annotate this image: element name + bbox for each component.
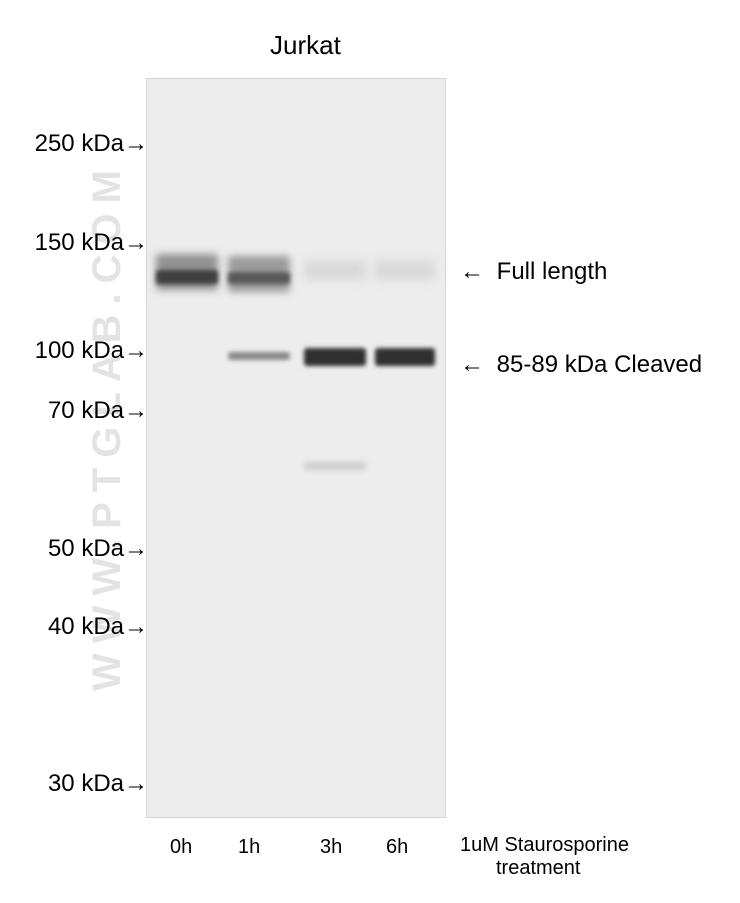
mw-marker-1: 150 kDa→ [35, 229, 148, 257]
mw-marker-3: 70 kDa→ [48, 397, 148, 425]
band-9 [304, 462, 366, 470]
lane-label-2: 3h [320, 836, 342, 859]
band-4 [228, 352, 290, 360]
mw-marker-5: 40 kDa→ [48, 613, 148, 641]
band-3 [228, 272, 290, 284]
sample-title: Jurkat [270, 30, 341, 61]
mw-marker-6: 30 kDa→ [48, 770, 148, 798]
treatment-label: 1uM Staurosporine treatment [460, 834, 629, 880]
band-6 [375, 348, 435, 366]
blot-membrane [146, 78, 446, 818]
mw-marker-0: 250 kDa→ [35, 130, 148, 158]
mw-marker-4: 50 kDa→ [48, 535, 148, 563]
annotation-text-0: Full length [490, 258, 607, 285]
annotation-text-1: 85-89 kDa Cleaved [490, 351, 702, 378]
band-1 [156, 270, 218, 284]
band-5 [304, 348, 366, 366]
lane-label-3: 6h [386, 836, 408, 859]
lane-label-1: 1h [238, 836, 260, 859]
annotation-0: ← Full length [460, 258, 607, 286]
band-7 [304, 260, 366, 280]
treatment-line2: treatment [460, 857, 580, 879]
band-8 [375, 260, 435, 280]
treatment-line1: 1uM Staurosporine [460, 834, 629, 856]
mw-marker-2: 100 kDa→ [35, 337, 148, 365]
lane-label-0: 0h [170, 836, 192, 859]
figure-container: Jurkat WWW.PTGLAB.COM 250 kDa→150 kDa→10… [0, 0, 740, 903]
arrow-left-icon: ← [460, 351, 484, 379]
arrow-left-icon: ← [460, 258, 484, 286]
annotation-1: ← 85-89 kDa Cleaved [460, 351, 702, 379]
